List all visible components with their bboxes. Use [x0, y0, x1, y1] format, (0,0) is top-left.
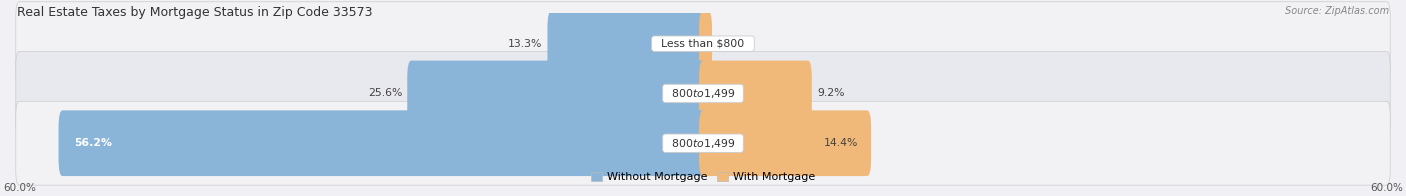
Text: 56.2%: 56.2%	[75, 138, 112, 148]
Text: Source: ZipAtlas.com: Source: ZipAtlas.com	[1285, 6, 1389, 16]
FancyBboxPatch shape	[699, 110, 872, 176]
FancyBboxPatch shape	[547, 11, 707, 76]
FancyBboxPatch shape	[699, 11, 711, 76]
Text: 13.3%: 13.3%	[508, 39, 543, 49]
Text: 0.44%: 0.44%	[717, 39, 752, 49]
FancyBboxPatch shape	[699, 61, 811, 126]
Legend: Without Mortgage, With Mortgage: Without Mortgage, With Mortgage	[586, 168, 820, 187]
FancyBboxPatch shape	[59, 110, 707, 176]
FancyBboxPatch shape	[15, 2, 1391, 86]
Text: 14.4%: 14.4%	[824, 138, 858, 148]
Text: $800 to $1,499: $800 to $1,499	[665, 137, 741, 150]
Text: Less than $800: Less than $800	[654, 39, 752, 49]
Text: 25.6%: 25.6%	[368, 88, 402, 98]
Text: $800 to $1,499: $800 to $1,499	[665, 87, 741, 100]
FancyBboxPatch shape	[408, 61, 707, 126]
FancyBboxPatch shape	[15, 101, 1391, 185]
Text: 9.2%: 9.2%	[817, 88, 845, 98]
FancyBboxPatch shape	[15, 52, 1391, 135]
Text: Real Estate Taxes by Mortgage Status in Zip Code 33573: Real Estate Taxes by Mortgage Status in …	[17, 6, 373, 19]
